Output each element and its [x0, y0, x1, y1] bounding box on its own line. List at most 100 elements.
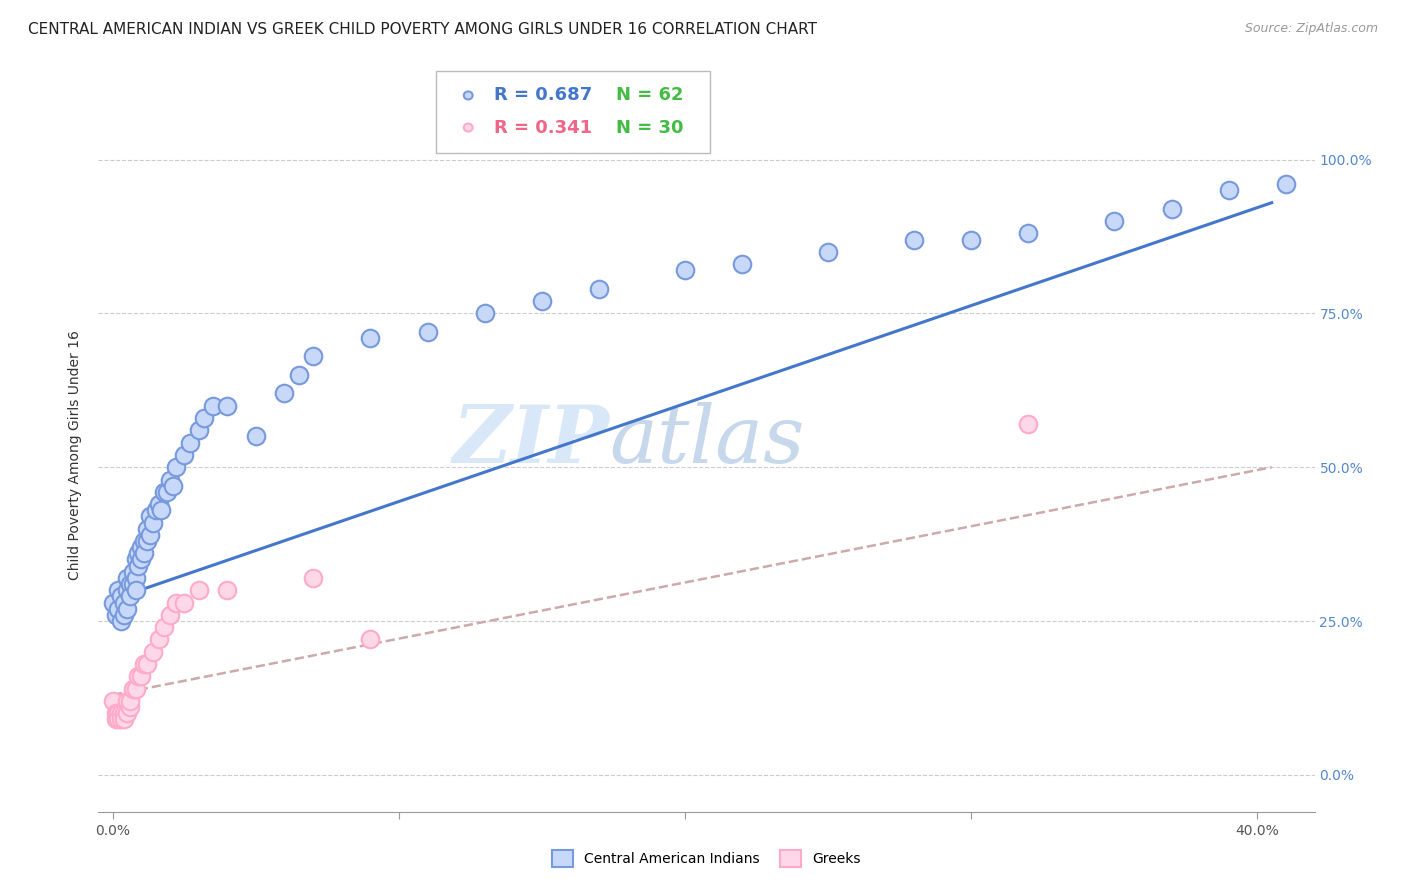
Legend: Central American Indians, Greeks: Central American Indians, Greeks — [547, 845, 866, 872]
Point — [127, 546, 149, 560]
Point — [107, 583, 129, 598]
Point — [731, 257, 754, 271]
Point — [162, 478, 184, 492]
Text: N = 30: N = 30 — [616, 119, 683, 136]
Text: R = 0.341: R = 0.341 — [494, 119, 592, 136]
Point — [121, 565, 143, 579]
Point — [107, 601, 129, 615]
Point — [474, 306, 496, 320]
Point — [121, 577, 143, 591]
Point — [173, 596, 195, 610]
Point — [359, 331, 381, 345]
Point — [134, 657, 156, 671]
Point — [118, 590, 141, 604]
Point — [142, 645, 165, 659]
Point — [131, 552, 153, 566]
Point — [1017, 417, 1039, 432]
Point — [110, 706, 132, 721]
Point — [179, 435, 201, 450]
Point — [131, 540, 153, 554]
Point — [118, 577, 141, 591]
Point — [145, 503, 167, 517]
Point — [115, 706, 138, 721]
Point — [156, 484, 179, 499]
Point — [960, 233, 983, 247]
Point — [127, 669, 149, 683]
Point — [110, 590, 132, 604]
Text: N = 62: N = 62 — [616, 87, 683, 104]
Point — [124, 552, 146, 566]
Point — [115, 571, 138, 585]
Point — [107, 713, 129, 727]
Point — [903, 233, 925, 247]
Point — [153, 620, 176, 634]
Point — [134, 546, 156, 560]
Point — [150, 503, 173, 517]
Point — [107, 706, 129, 721]
Point — [142, 516, 165, 530]
Point — [124, 571, 146, 585]
Point — [110, 614, 132, 628]
Text: atlas: atlas — [609, 402, 804, 479]
Point — [530, 294, 553, 309]
Point — [165, 460, 187, 475]
Point — [187, 423, 209, 437]
Point — [136, 522, 159, 536]
Text: R = 0.687: R = 0.687 — [494, 87, 592, 104]
Point — [112, 607, 135, 622]
Point — [245, 429, 267, 443]
Point — [134, 534, 156, 549]
Point — [104, 706, 127, 721]
Point — [148, 497, 170, 511]
Point — [159, 473, 181, 487]
Point — [148, 632, 170, 647]
Point — [302, 350, 325, 364]
Point — [201, 399, 224, 413]
Point — [187, 583, 209, 598]
Point — [1275, 178, 1298, 192]
Point — [588, 282, 610, 296]
Point — [112, 713, 135, 727]
Point — [136, 534, 159, 549]
Point — [118, 700, 141, 714]
Text: Source: ZipAtlas.com: Source: ZipAtlas.com — [1244, 22, 1378, 36]
Point — [110, 713, 132, 727]
Point — [302, 571, 325, 585]
Y-axis label: Child Poverty Among Girls Under 16: Child Poverty Among Girls Under 16 — [69, 330, 83, 580]
Point — [101, 694, 124, 708]
Point — [273, 386, 295, 401]
Point — [193, 411, 215, 425]
Point — [359, 632, 381, 647]
Point — [1218, 183, 1240, 197]
Point — [127, 558, 149, 573]
Point — [1104, 214, 1126, 228]
Point — [817, 244, 839, 259]
Point — [165, 596, 187, 610]
Point — [173, 448, 195, 462]
Point — [1017, 227, 1039, 241]
Point — [673, 263, 696, 277]
Point — [101, 596, 124, 610]
Point — [112, 596, 135, 610]
Text: ZIP: ZIP — [453, 402, 609, 479]
Point — [104, 713, 127, 727]
Point — [139, 509, 162, 524]
Point — [121, 681, 143, 696]
Point — [115, 583, 138, 598]
Point — [217, 399, 239, 413]
Point — [115, 601, 138, 615]
Point — [159, 607, 181, 622]
Text: CENTRAL AMERICAN INDIAN VS GREEK CHILD POVERTY AMONG GIRLS UNDER 16 CORRELATION : CENTRAL AMERICAN INDIAN VS GREEK CHILD P… — [28, 22, 817, 37]
Point — [118, 694, 141, 708]
Point — [217, 583, 239, 598]
Point — [112, 706, 135, 721]
Point — [131, 669, 153, 683]
Point — [287, 368, 309, 382]
Point — [153, 484, 176, 499]
Point — [124, 583, 146, 598]
Point — [115, 694, 138, 708]
Point — [104, 607, 127, 622]
Point — [124, 681, 146, 696]
Point — [139, 528, 162, 542]
Point — [416, 325, 439, 339]
